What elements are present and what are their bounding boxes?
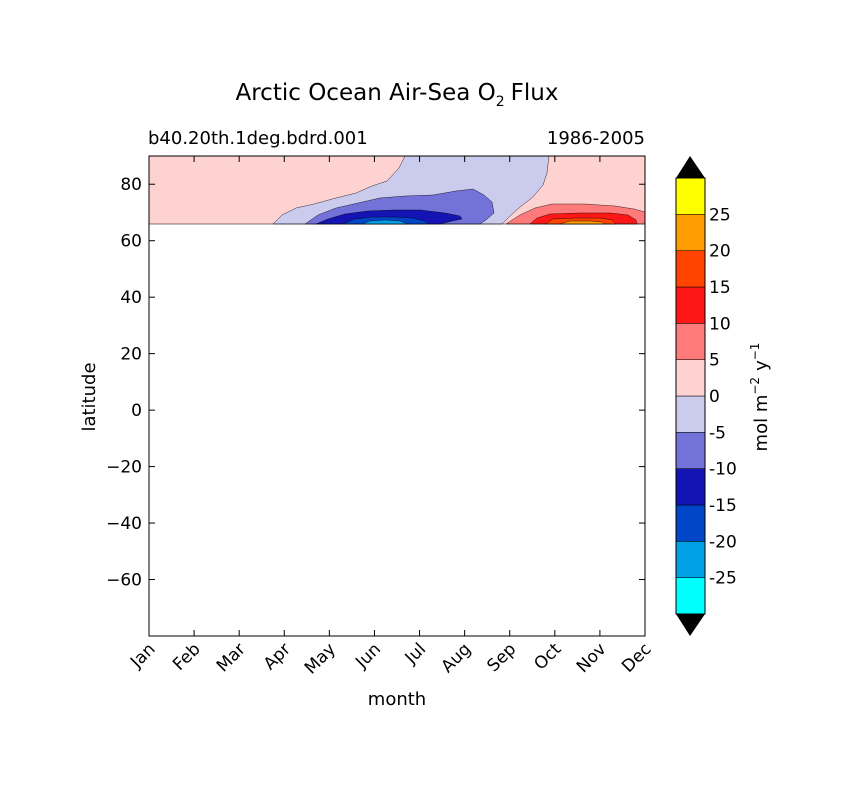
- colorbar-tick-label: 15: [709, 278, 731, 298]
- colorbar-tick-label: 25: [709, 205, 731, 225]
- subtitle-left: b40.20th.1deg.bdrd.001: [148, 128, 368, 149]
- title-end: Flux: [511, 80, 559, 106]
- colorbar-swatches: [675, 177, 706, 615]
- colorbar-tick-label: -5: [709, 423, 726, 443]
- y-tick-label: 0: [131, 401, 142, 421]
- colorbar-extend-bottom: [676, 614, 705, 636]
- colorbar-swatch: [675, 177, 706, 215]
- colorbar-label-unit: mol m: [751, 395, 772, 452]
- x-tick-label: Feb: [169, 639, 204, 674]
- colorbar-swatch: [675, 395, 706, 433]
- y-axis-ticks: 80 60 40 20 0 −20 −40 −60: [106, 175, 645, 591]
- colorbar-tick-label: -15: [709, 496, 737, 516]
- colorbar-label-exp1: −2: [748, 377, 762, 395]
- x-tick-label: Nov: [573, 639, 611, 677]
- x-tick-label: Mar: [213, 639, 250, 676]
- x-tick-label: Jul: [401, 639, 430, 668]
- colorbar-swatch: [675, 504, 706, 542]
- y-tick-label: 80: [120, 175, 142, 195]
- colorbar-ticks: -25 -20 -15 -10 -5 0 5 10 15 20 25: [709, 205, 737, 588]
- colorbar-swatch: [675, 214, 706, 251]
- contour-fills: [149, 155, 646, 225]
- x-tick-label: Jan: [126, 639, 159, 672]
- colorbar-tick-label: -25: [709, 569, 737, 589]
- y-axis-label: latitude: [79, 362, 100, 431]
- y-tick-label: −40: [106, 514, 142, 534]
- colorbar-label-exp2: −1: [748, 343, 762, 361]
- colorbar: -25 -20 -15 -10 -5 0 5 10 15 20 25 mol m−2 y−1: [675, 156, 772, 636]
- colorbar-tick-label: 0: [709, 387, 720, 407]
- colorbar-label-mid: y: [751, 360, 772, 371]
- plot-background: [149, 156, 645, 636]
- subtitle-right: 1986-2005: [547, 128, 645, 149]
- colorbar-frame: [675, 177, 706, 615]
- colorbar-swatch: [675, 286, 706, 324]
- y-tick-label: 60: [120, 232, 142, 252]
- chart-title: Arctic Ocean Air-Sea O2 Flux: [236, 80, 559, 110]
- y-tick-label: 40: [120, 288, 142, 308]
- x-tick-label: Jun: [351, 639, 385, 673]
- x-tick-label: Oct: [530, 639, 565, 674]
- y-tick-label: 20: [120, 345, 142, 365]
- x-tick-label: May: [301, 639, 340, 678]
- colorbar-tick-label: -20: [709, 532, 737, 552]
- colorbar-extend-top: [676, 156, 705, 178]
- colorbar-swatch: [675, 468, 706, 506]
- colorbar-tick-label: 10: [709, 314, 731, 334]
- colorbar-swatch: [675, 250, 706, 288]
- x-tick-label: Sep: [483, 639, 520, 676]
- colorbar-swatch: [675, 432, 706, 469]
- plot-area: 80 60 40 20 0 −20 −40 −60 Jan Feb Mar Apr May Jun Jul…: [106, 155, 656, 678]
- colorbar-swatch: [675, 323, 706, 360]
- colorbar-swatch: [675, 541, 706, 578]
- colorbar-tick-label: 5: [709, 351, 720, 371]
- title-subscript: 2: [496, 94, 505, 110]
- y-tick-label: −20: [106, 458, 142, 478]
- colorbar-swatch: [675, 359, 706, 397]
- x-tick-label: Apr: [260, 639, 295, 674]
- x-axis-label: month: [368, 689, 426, 710]
- x-tick-label: Aug: [438, 639, 476, 677]
- colorbar-tick-label: 20: [709, 242, 731, 262]
- x-tick-label: Dec: [618, 639, 655, 676]
- title-main: Arctic Ocean Air-Sea O: [236, 80, 496, 106]
- y-tick-label: −60: [106, 571, 142, 591]
- colorbar-swatch: [675, 577, 706, 615]
- colorbar-tick-label: -10: [709, 460, 737, 480]
- plot-frame: [148, 155, 646, 637]
- colorbar-label: mol m−2 y−1: [748, 343, 772, 452]
